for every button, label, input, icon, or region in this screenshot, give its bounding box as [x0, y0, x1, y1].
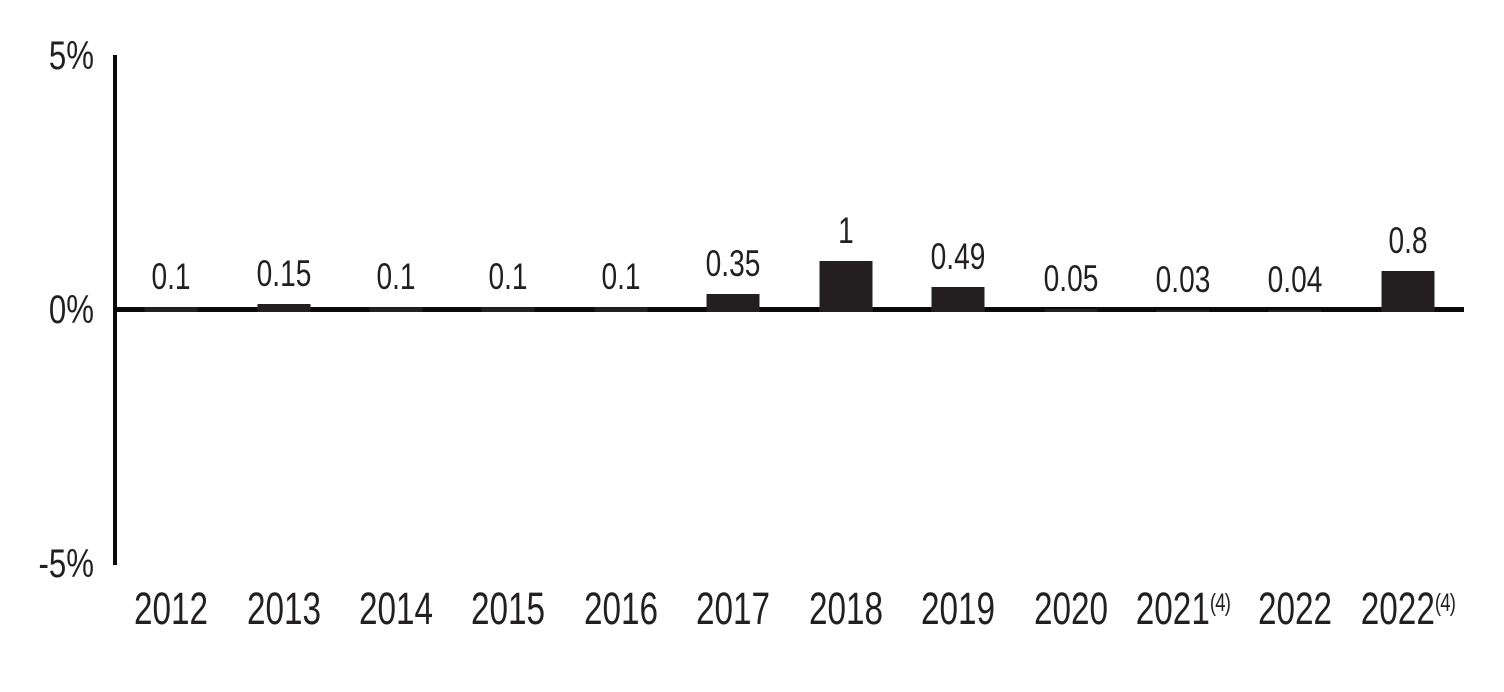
year-text: 2014 — [359, 583, 434, 634]
bar-value-label: 0.1 — [151, 255, 191, 297]
bar — [819, 261, 873, 312]
bar-value-label: 0.03 — [1155, 259, 1211, 301]
bar-slot: 0.1 2015 — [452, 0, 564, 692]
bar — [1044, 309, 1098, 312]
bar-value-label: 1 — [837, 210, 854, 252]
bar — [369, 306, 423, 312]
bar-value-label: 0.05 — [1043, 258, 1098, 300]
x-axis-category-label: 2021(4) — [1094, 586, 1272, 631]
year-text: 2021 — [1135, 583, 1210, 634]
plot-slots: 0.1 2012 0.15 2013 0.1 2014 0.1 2015 0.1 2016 0.35… — [115, 0, 1464, 692]
year-text: 2012 — [134, 583, 209, 634]
x-axis-zero-line — [113, 307, 1464, 312]
year-text: 2017 — [696, 583, 771, 634]
bar-value-label: 0.1 — [376, 255, 416, 297]
bar-slot: 1 2018 — [790, 0, 902, 692]
bar-value-label: 0.8 — [1388, 220, 1428, 262]
bar-value-label: 0.1 — [601, 255, 641, 297]
bar-slot: 0.04 2022 — [1239, 0, 1351, 692]
bar-slot: 0.8 2022(4) — [1352, 0, 1464, 692]
bar — [1156, 310, 1210, 312]
bar-value-label: 0.15 — [256, 253, 311, 295]
year-text: 2020 — [1033, 583, 1108, 634]
bar — [144, 306, 198, 312]
x-axis-category-label: 2017 — [645, 586, 823, 631]
y-tick-label: 5% — [48, 33, 94, 78]
bar-value-label: 0.04 — [1268, 258, 1323, 300]
bar — [594, 306, 648, 312]
bar — [706, 294, 760, 312]
bar-value-label: 0.49 — [930, 236, 986, 278]
bar — [1268, 309, 1322, 312]
year-text: 2015 — [471, 583, 546, 634]
bar-slot: 0.49 2019 — [902, 0, 1014, 692]
bar-slot: 0.15 2013 — [227, 0, 339, 692]
bar — [931, 287, 985, 312]
bar-slot: 0.1 2012 — [115, 0, 227, 692]
year-footnote-superscript: (4) — [1209, 589, 1231, 617]
bar-slot: 0.35 2017 — [677, 0, 789, 692]
x-axis-category-label: 2014 — [307, 586, 485, 631]
bar — [257, 304, 311, 312]
year-text: 2019 — [921, 583, 996, 634]
x-axis-category-label: 2015 — [420, 586, 598, 631]
x-axis-category-label: 2012 — [82, 586, 260, 631]
bar-value-label: 0.35 — [705, 243, 761, 285]
bar-value-label: 0.1 — [488, 255, 529, 297]
x-axis-category-label: 2020 — [982, 586, 1160, 631]
year-footnote-superscript: (4) — [1434, 589, 1456, 617]
year-text: 2018 — [808, 583, 883, 634]
bar-slot: 0.05 2020 — [1014, 0, 1126, 692]
x-axis-category-label: 2022 — [1207, 586, 1385, 631]
year-text: 2013 — [246, 583, 321, 634]
bar-slot: 0.1 2016 — [565, 0, 677, 692]
bar — [481, 306, 535, 312]
bar-slot: 0.03 2021(4) — [1127, 0, 1239, 692]
year-text: 2022 — [1258, 583, 1333, 634]
x-axis-category-label: 2022(4) — [1319, 586, 1497, 631]
x-axis-category-label: 2019 — [869, 586, 1047, 631]
y-tick-label: 0% — [48, 287, 94, 332]
y-tick-label: -5% — [38, 541, 94, 586]
year-text: 2016 — [583, 583, 658, 634]
x-axis-category-label: 2018 — [757, 586, 935, 631]
x-axis-category-label: 2016 — [532, 586, 710, 631]
x-axis-category-label: 2013 — [195, 586, 373, 631]
bar — [1381, 271, 1435, 312]
bar-slot: 0.1 2014 — [340, 0, 452, 692]
year-text: 2022 — [1360, 583, 1435, 634]
